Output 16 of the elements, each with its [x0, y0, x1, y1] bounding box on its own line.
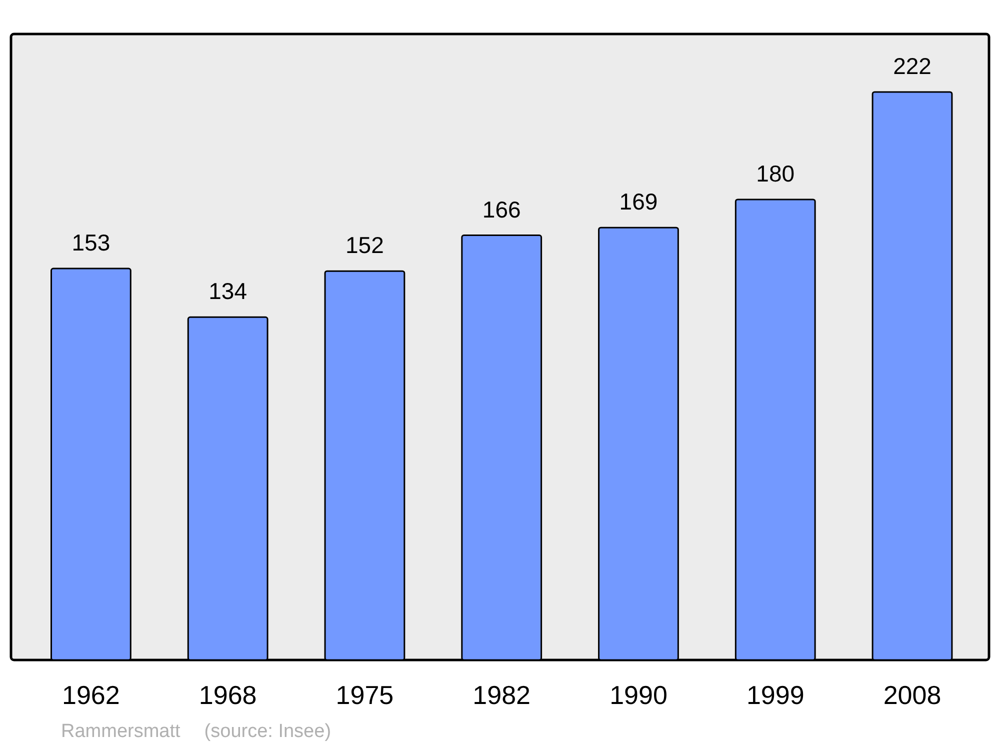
x-tick-label: 1999	[746, 680, 804, 710]
x-tick-label: 2008	[883, 680, 942, 710]
x-tick-label: 1962	[62, 680, 120, 710]
x-tick-label: 1990	[610, 680, 668, 710]
x-tick-label: 1975	[336, 680, 394, 710]
data-label: 134	[208, 278, 248, 304]
data-label: 169	[619, 188, 658, 215]
data-label: 180	[756, 160, 795, 186]
text: (source: Insee)	[204, 721, 332, 742]
data-label: 222	[893, 53, 932, 79]
data-label: 153	[72, 230, 110, 256]
text: Rammersmatt	[61, 721, 182, 742]
data-label: 152	[346, 232, 384, 258]
x-tick-label: 1968	[198, 680, 257, 710]
x-tick-label: 1982	[472, 680, 531, 710]
data-label: 166	[482, 196, 521, 222]
